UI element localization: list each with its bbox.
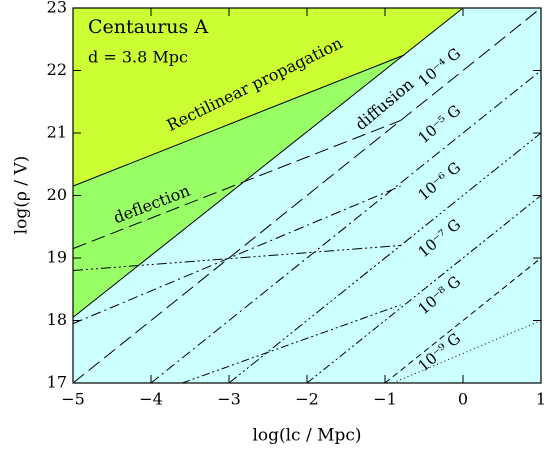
x-tick-label: 1 xyxy=(536,390,546,409)
x-tick-label: 0 xyxy=(458,390,468,409)
chart-title: Centaurus A xyxy=(88,16,208,38)
field-line xyxy=(72,132,542,384)
field-line xyxy=(182,195,542,384)
y-tick-label: 18 xyxy=(47,310,67,329)
field-line xyxy=(72,70,542,384)
x-axis-label: log(lc / Mpc) xyxy=(252,426,361,446)
y-axis-label: log(ρ / V) xyxy=(12,156,32,235)
y-tick-label: 20 xyxy=(47,185,67,204)
region xyxy=(73,8,463,187)
y-tick-label: 21 xyxy=(47,123,67,142)
y-tick-label: 23 xyxy=(47,0,67,17)
y-tick-label: 19 xyxy=(47,248,67,267)
field-line xyxy=(392,320,542,384)
boundary xyxy=(72,54,405,187)
field-line xyxy=(384,257,542,384)
y-tick-label: 17 xyxy=(47,373,67,392)
x-tick-label: −1 xyxy=(373,390,397,409)
x-tick-label: −5 xyxy=(61,390,85,409)
field-line xyxy=(72,7,542,384)
x-tick-label: −2 xyxy=(295,390,319,409)
x-tick-label: −3 xyxy=(217,390,241,409)
y-tick-label: 22 xyxy=(47,60,67,79)
x-tick-label: −4 xyxy=(139,390,163,409)
chart-subtitle: d = 3.8 Mpc xyxy=(88,48,188,67)
